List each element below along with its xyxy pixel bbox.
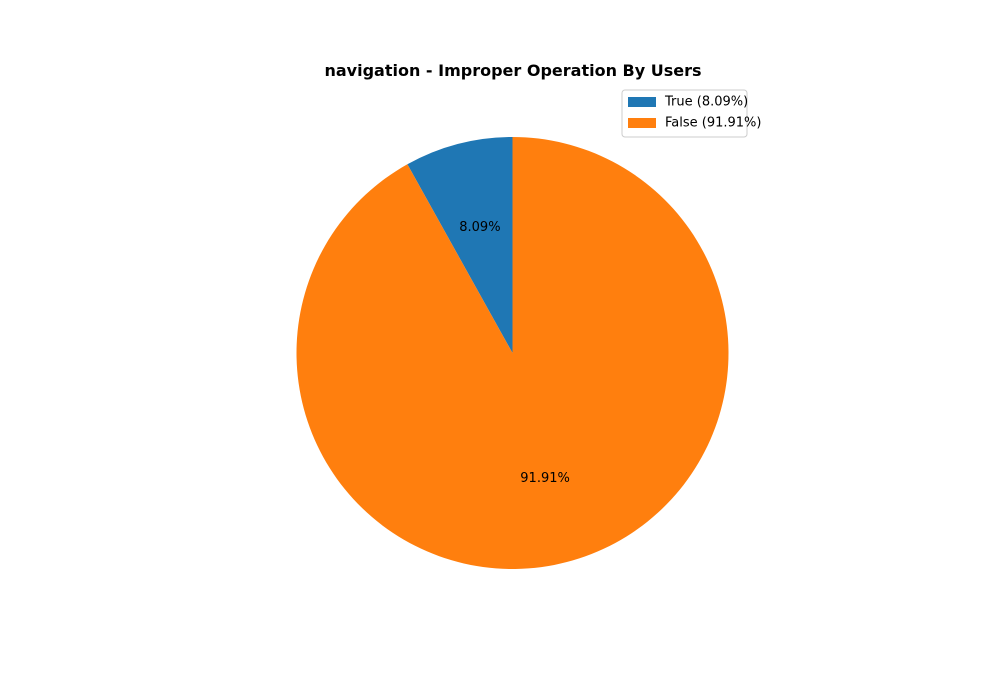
pie-slices (296, 137, 729, 569)
legend-label-true: True (8.09%) (664, 95, 748, 110)
legend: True (8.09%) False (91.91%) (621, 89, 761, 138)
legend-swatch-false (628, 118, 656, 128)
legend-swatch-true (628, 97, 656, 107)
slice-label-true: 8.09% (459, 220, 500, 235)
pie-slice-true (407, 137, 513, 353)
chart-title: navigation - Improper Operation By Users (324, 61, 701, 80)
legend-label-false: False (91.91%) (665, 116, 761, 131)
pie-slice-false (296, 137, 729, 569)
slice-label-false: 91.91% (520, 471, 570, 486)
pie-slice-labels: 8.09% 91.91% (459, 220, 570, 486)
